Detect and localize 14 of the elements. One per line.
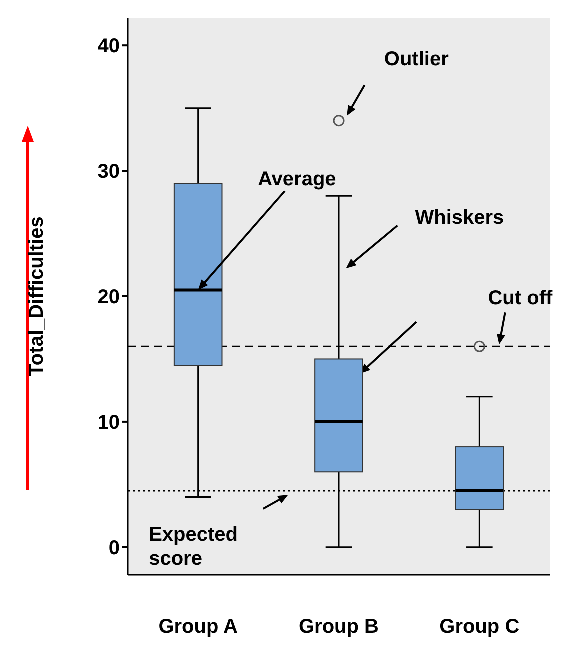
annotation: Whiskers bbox=[415, 206, 504, 229]
x-tick-label: Group A bbox=[158, 616, 238, 638]
y-tick-label: 0 bbox=[108, 538, 120, 560]
ref-line-label: Cut off bbox=[488, 288, 554, 310]
y-tick-label: 40 bbox=[98, 36, 120, 58]
y-tick-label: 20 bbox=[98, 286, 120, 309]
x-tick-label: Group B bbox=[299, 616, 379, 638]
x-tick-label: Group C bbox=[440, 616, 520, 638]
annotation: Outlier bbox=[384, 48, 450, 71]
y-tick-label: 30 bbox=[98, 161, 120, 184]
y-axis-title: Total_Difficulties bbox=[26, 216, 48, 376]
ref-line-label: Expected score bbox=[149, 524, 238, 570]
y-tick-label: 10 bbox=[98, 412, 120, 434]
annotation: Average bbox=[258, 168, 336, 190]
